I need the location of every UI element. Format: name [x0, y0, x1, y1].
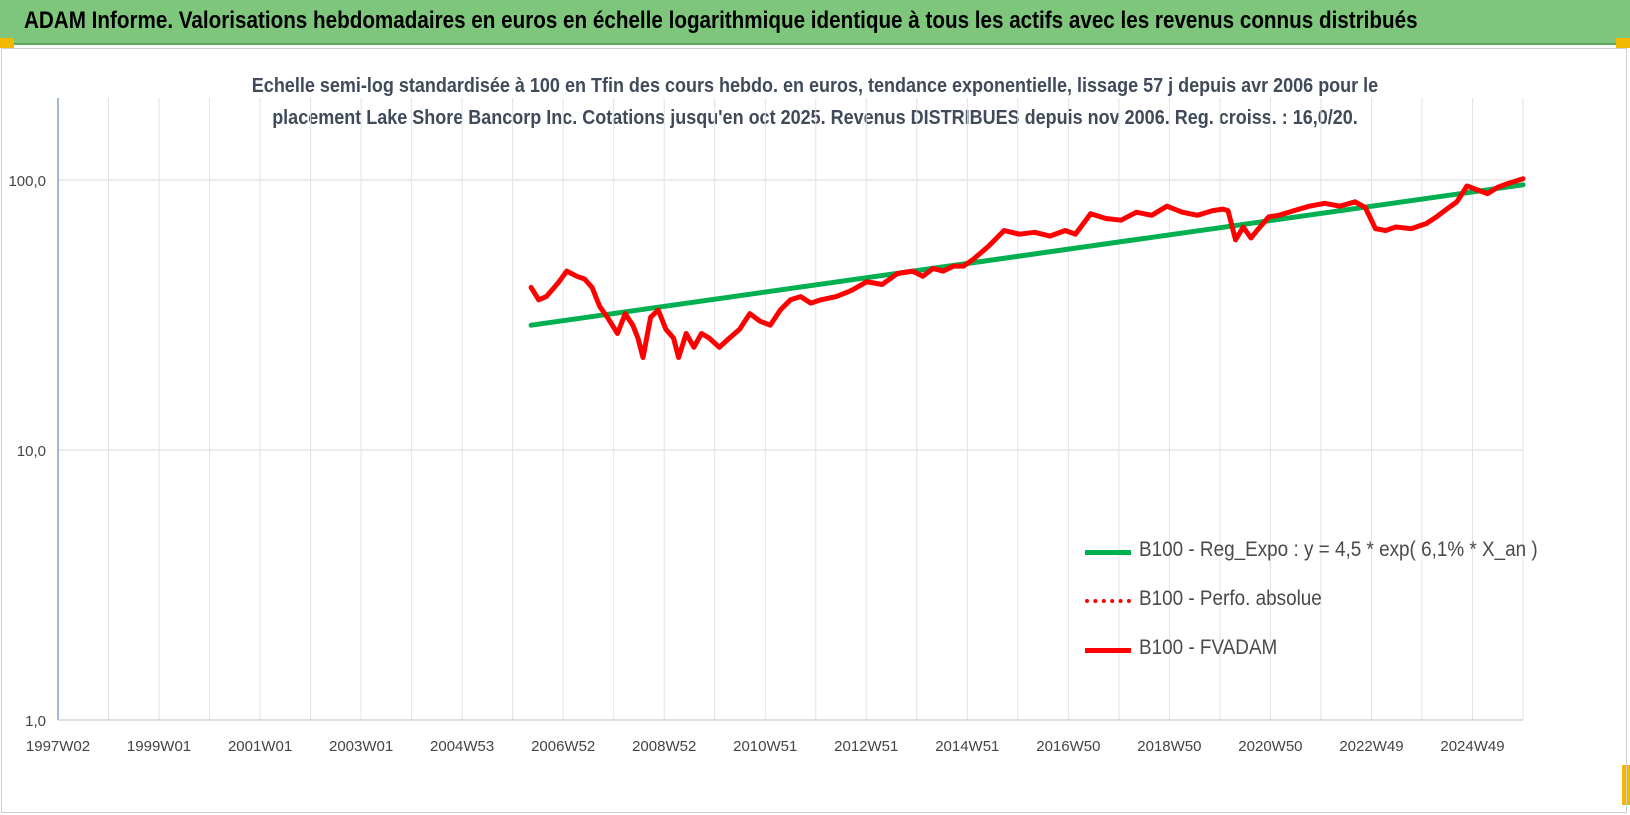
x-tick-label-13: 2022W49: [1339, 738, 1403, 755]
x-tick-label-8: 2012W51: [834, 738, 898, 755]
report-title: ADAM Informe. Valorisations hebdomadaire…: [24, 7, 1418, 34]
corner-mark-left: [0, 38, 14, 48]
chart-frame: [1, 48, 1627, 813]
chart-subtitle-line-1: Echelle semi-log standardisée à 100 en T…: [251, 75, 1379, 97]
legend-swatch-reg-expo: [1085, 550, 1131, 555]
y-tick-label-1: 10,0: [17, 443, 46, 460]
x-tick-label-12: 2020W50: [1238, 738, 1302, 755]
legend-label-reg-expo: B100 - Reg_Expo : y = 4,5 * exp( 6,1% * …: [1139, 538, 1538, 561]
series-line-0: [528, 182, 1526, 328]
y-tick-label-0: 1,0: [25, 713, 46, 730]
y-tick-label-2: 100,0: [8, 173, 46, 190]
y-tick-labels: 1,0 10,0 100,0: [8, 173, 46, 730]
x-tick-label-10: 2016W50: [1036, 738, 1100, 755]
x-tick-labels: 1997W02 1999W01 2001W01 2003W01 2004W53 2006W…: [26, 738, 1505, 755]
x-tick-label-5: 2006W52: [531, 738, 595, 755]
legend-label-fvadam: B100 - FVADAM: [1139, 636, 1278, 659]
legend-label-perfo-absolue: B100 - Perfo. absolue: [1139, 587, 1322, 610]
x-tick-label-1: 1999W01: [127, 738, 191, 755]
series-line-2: [528, 176, 1526, 360]
x-tick-label-6: 2008W52: [632, 738, 696, 755]
legend-swatch-fvadam: [1085, 648, 1131, 653]
series-lines: [528, 176, 1526, 360]
x-tick-label-4: 2004W53: [430, 738, 494, 755]
x-tick-label-0: 1997W02: [26, 738, 90, 755]
x-tick-label-14: 2024W49: [1440, 738, 1504, 755]
grid-lines: [58, 98, 1524, 721]
x-tick-label-9: 2014W51: [935, 738, 999, 755]
legend-swatch-perfo-absolue: [1085, 599, 1131, 603]
title-banner: ADAM Informe. Valorisations hebdomadaire…: [0, 0, 1630, 45]
x-tick-label-3: 2003W01: [329, 738, 393, 755]
x-tick-label-7: 2010W51: [733, 738, 797, 755]
chart-subtitle-line-2: placement Lake Shore Bancorp Inc. Cotati…: [272, 107, 1358, 129]
chart-subtitle: Echelle semi-log standardisée à 100 en T…: [208, 70, 1423, 134]
x-tick-label-2: 2001W01: [228, 738, 292, 755]
corner-mark-right: [1616, 38, 1630, 48]
x-tick-label-11: 2018W50: [1137, 738, 1201, 755]
